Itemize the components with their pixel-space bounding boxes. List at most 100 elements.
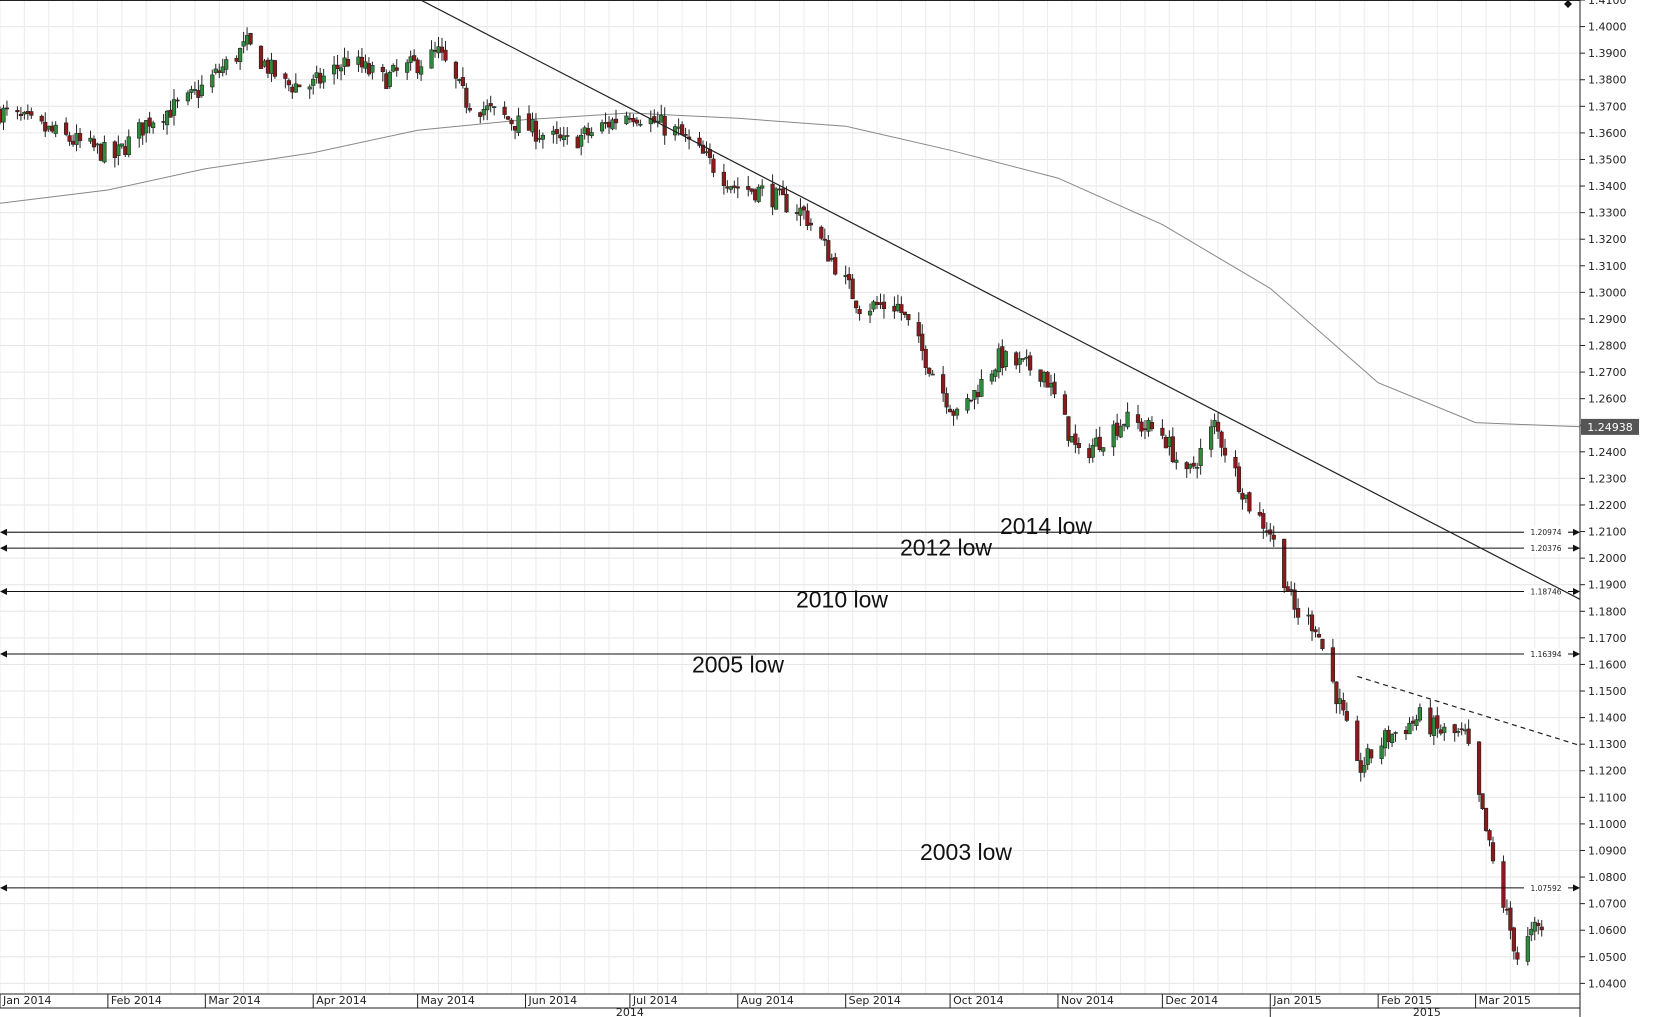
candle-body xyxy=(1021,358,1026,360)
candle-body xyxy=(210,74,215,88)
x-tick-label: Jun 2014 xyxy=(528,994,578,1007)
candle-body xyxy=(1403,730,1409,734)
level-arrow-right xyxy=(1573,650,1580,658)
candle-body xyxy=(603,122,608,124)
candle-body xyxy=(1247,492,1252,512)
candle-body xyxy=(1285,586,1290,592)
candle-body xyxy=(1539,926,1544,931)
candle-body xyxy=(756,186,761,202)
candle-body xyxy=(1431,717,1436,736)
candle-body xyxy=(721,171,726,187)
candle-body xyxy=(899,304,904,313)
candle-body xyxy=(196,90,201,98)
y-tick-label: 1.1100 xyxy=(1588,791,1627,804)
candle-body xyxy=(18,113,23,117)
candle-body xyxy=(968,399,974,402)
candle-body xyxy=(732,185,737,188)
candle-body xyxy=(902,311,907,315)
x-tick-label: Jul 2014 xyxy=(632,994,678,1007)
candle-body xyxy=(384,73,389,89)
y-tick-label: 1.2700 xyxy=(1588,366,1627,379)
candle-body xyxy=(749,188,754,192)
candle-body xyxy=(874,302,880,305)
level-arrow-left xyxy=(0,650,7,658)
candle-body xyxy=(704,151,709,154)
candle-body xyxy=(91,138,97,148)
y-tick-label: 1.3800 xyxy=(1588,74,1627,87)
candle-body xyxy=(558,134,563,139)
candle-body xyxy=(1393,732,1398,734)
y-tick-label: 1.1500 xyxy=(1588,685,1627,698)
candle-body xyxy=(1337,698,1342,704)
x-tick-label: May 2014 xyxy=(421,994,475,1007)
candle-body xyxy=(1536,923,1541,927)
candle-body xyxy=(258,45,264,69)
downtrend-line xyxy=(419,0,1581,600)
candle-body xyxy=(1487,830,1492,841)
candle-body xyxy=(565,135,570,137)
candle-body xyxy=(1504,908,1510,911)
candle-body xyxy=(199,84,204,96)
candle-body xyxy=(606,121,612,128)
candle-body xyxy=(1289,589,1294,591)
candle-body xyxy=(342,57,347,67)
candle-body xyxy=(1358,760,1363,773)
candle-body xyxy=(1160,427,1165,436)
candle-body xyxy=(760,185,765,189)
candle-body xyxy=(460,77,465,86)
y-tick-label: 1.2600 xyxy=(1588,393,1627,406)
candle-body xyxy=(1407,722,1412,735)
candle-body xyxy=(492,106,497,109)
candle-body xyxy=(540,134,546,140)
candle-body xyxy=(119,143,124,147)
level-arrow-right xyxy=(1573,528,1580,536)
candle-body xyxy=(1515,952,1520,960)
candle-body xyxy=(311,78,316,86)
candle-body xyxy=(335,64,340,69)
candle-body xyxy=(4,107,10,110)
candle-body xyxy=(833,257,838,275)
candle-body xyxy=(453,61,459,79)
candle-body xyxy=(1209,426,1214,450)
candle-body xyxy=(356,56,361,65)
candle-body xyxy=(554,129,559,134)
candle-body xyxy=(244,35,250,45)
candle-body xyxy=(1222,447,1228,456)
candle-body xyxy=(1028,355,1033,371)
candle-body xyxy=(95,143,100,146)
candle-body xyxy=(116,144,121,156)
scroll-marker-icon xyxy=(1564,0,1572,8)
level-arrow-right xyxy=(1573,544,1580,552)
candle-body xyxy=(408,56,413,63)
candle-body xyxy=(345,58,351,67)
candle-body xyxy=(419,66,424,75)
price-tag-box xyxy=(1581,418,1639,435)
candle-body xyxy=(123,146,128,155)
candle-body xyxy=(286,80,291,86)
candle-body xyxy=(485,105,490,111)
y-tick-label: 1.0800 xyxy=(1588,871,1627,884)
candle-body xyxy=(147,117,152,127)
y-tick-label: 1.3500 xyxy=(1588,153,1627,166)
candle-body xyxy=(394,67,399,71)
candle-body xyxy=(805,210,810,226)
candle-body xyxy=(878,302,883,305)
candle-body xyxy=(1417,707,1423,721)
candle-body xyxy=(1442,726,1447,733)
candle-body xyxy=(1066,416,1071,441)
candle-body xyxy=(829,257,834,260)
candle-body xyxy=(711,158,716,173)
candle-body xyxy=(892,305,897,312)
x-tick-label: Oct 2014 xyxy=(953,994,1004,1007)
y-tick-label: 1.0700 xyxy=(1588,898,1627,911)
candle-body xyxy=(1125,411,1130,428)
candle-body xyxy=(318,72,323,84)
candle-body xyxy=(262,60,267,67)
candle-body xyxy=(164,110,170,126)
candle-body xyxy=(533,120,539,142)
candle-body xyxy=(537,137,542,140)
y-tick-label: 1.1200 xyxy=(1588,765,1627,778)
candle-body xyxy=(1525,936,1530,962)
candle-body xyxy=(1219,431,1224,448)
y-tick-label: 1.2800 xyxy=(1588,340,1627,353)
